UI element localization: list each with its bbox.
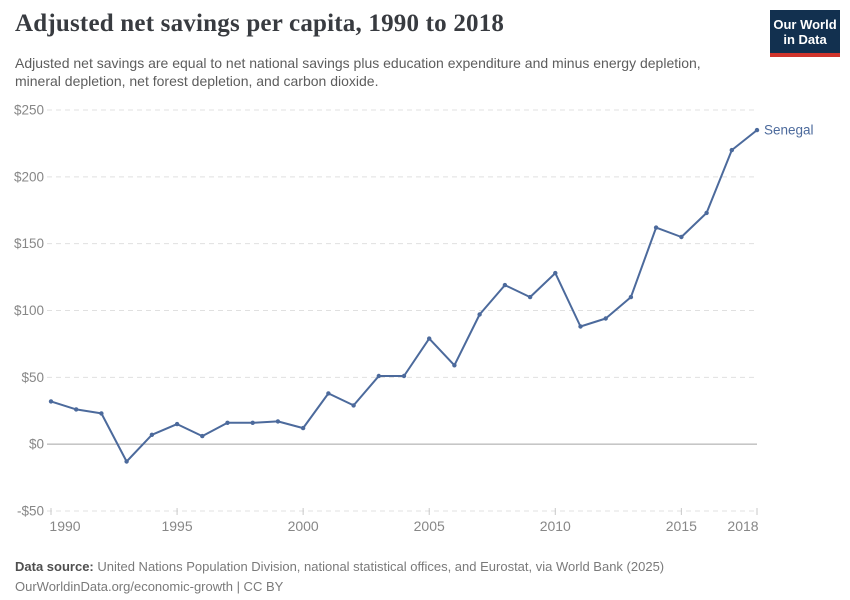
owid-logo-line-1: Our World: [773, 16, 837, 32]
x-tick-label: 2005: [414, 518, 445, 534]
y-tick-label: $200: [14, 169, 44, 184]
data-point[interactable]: [200, 433, 205, 439]
data-point[interactable]: [401, 373, 407, 379]
y-tick-label: $50: [21, 370, 44, 385]
data-point[interactable]: [578, 324, 583, 329]
chart-footer: Data source: United Nations Population D…: [15, 557, 664, 596]
data-point[interactable]: [351, 403, 356, 408]
chart-subtitle-line-2: mineral depletion, net forest depletion,…: [15, 73, 379, 89]
data-point[interactable]: [74, 407, 79, 412]
data-point[interactable]: [376, 373, 381, 379]
data-point[interactable]: [679, 234, 684, 240]
data-point[interactable]: [275, 419, 281, 424]
y-tick-label: $150: [14, 236, 44, 251]
series-end-label[interactable]: Senegal: [764, 123, 814, 138]
x-tick-label: 2010: [540, 518, 571, 534]
data-point[interactable]: [628, 294, 634, 300]
x-tick-label: 2000: [288, 518, 319, 534]
x-tick-label: 2015: [666, 518, 697, 534]
data-source-line: Data source: United Nations Population D…: [15, 557, 664, 577]
data-points[interactable]: [48, 127, 760, 464]
data-point[interactable]: [300, 425, 306, 431]
x-tick-label: 2018: [727, 518, 758, 534]
chart-canvas[interactable]: -$50 $0 $50 $100 $150 $200 $250 1990 1995 2000 200…: [0, 100, 850, 550]
data-source-label: Data source:: [15, 559, 94, 574]
y-tick-label: -$50: [17, 504, 44, 519]
data-point[interactable]: [603, 316, 608, 321]
license-line: OurWorldinData.org/economic-growth | CC …: [15, 578, 284, 594]
data-point[interactable]: [48, 399, 54, 404]
y-tick-label: $250: [14, 103, 44, 118]
data-point[interactable]: [477, 312, 482, 317]
data-point[interactable]: [553, 270, 558, 276]
data-point[interactable]: [99, 411, 104, 416]
data-point[interactable]: [452, 363, 457, 368]
data-source-text: United Nations Population Division, nati…: [93, 559, 665, 574]
data-point[interactable]: [124, 459, 129, 464]
x-tick-label: 1995: [161, 518, 192, 534]
data-point[interactable]: [250, 420, 255, 425]
data-point[interactable]: [174, 421, 180, 427]
y-tick-label: $0: [29, 437, 44, 452]
chart-title: Adjusted net savings per capita, 1990 to…: [15, 10, 505, 37]
data-point[interactable]: [527, 294, 533, 300]
x-axis-ticks: [50, 508, 758, 515]
data-point[interactable]: [502, 282, 508, 288]
y-axis-labels: -$50 $0 $50 $100 $150 $200 $250: [14, 103, 44, 519]
chart-subtitle-line-1: Adjusted net savings are equal to net na…: [15, 55, 701, 71]
x-axis-labels: 1990 1995 2000 2005 2010 2015 2018: [49, 518, 758, 534]
x-tick-label: 1990: [49, 518, 80, 534]
data-point[interactable]: [754, 127, 760, 133]
data-point[interactable]: [149, 432, 155, 437]
data-point[interactable]: [427, 336, 432, 341]
data-point[interactable]: [704, 210, 709, 216]
data-point[interactable]: [225, 420, 230, 425]
data-point[interactable]: [326, 391, 331, 396]
owid-logo[interactable]: Our World in Data: [770, 10, 840, 57]
chart-subtitle: Adjusted net savings are equal to net na…: [15, 54, 701, 90]
owid-logo-line-2: in Data: [783, 31, 827, 47]
data-point[interactable]: [653, 225, 659, 230]
data-point[interactable]: [729, 147, 734, 153]
y-tick-label: $100: [14, 303, 44, 318]
data-line[interactable]: [50, 129, 758, 463]
y-gridlines: [47, 109, 757, 512]
